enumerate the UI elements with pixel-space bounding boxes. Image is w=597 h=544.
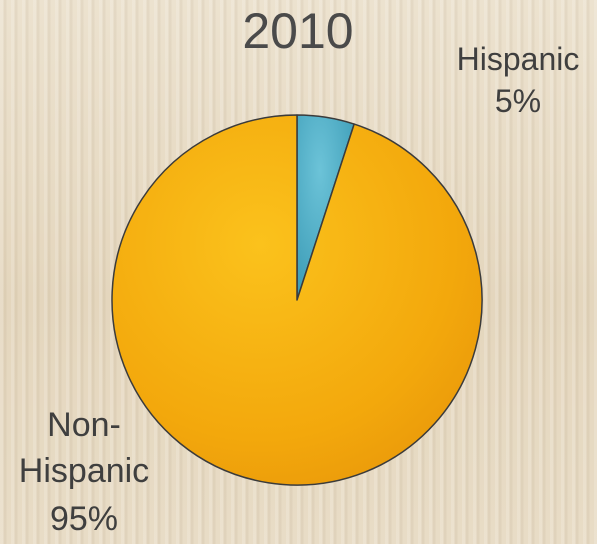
chart-title: 2010 bbox=[242, 3, 353, 59]
slice-label-non-hispanic-name-line2: Hispanic bbox=[19, 452, 149, 490]
slice-label-hispanic: Hispanic 5% bbox=[457, 41, 580, 119]
slice-label-non-hispanic-name-line1: Non- bbox=[47, 406, 121, 444]
pie-slices bbox=[111, 114, 483, 486]
pie-slice-non-hispanic bbox=[111, 114, 483, 486]
slice-label-non-hispanic: Non- Hispanic 95% bbox=[19, 406, 149, 538]
slice-label-hispanic-value: 5% bbox=[495, 83, 541, 119]
slice-label-non-hispanic-value: 95% bbox=[50, 500, 118, 538]
slice-label-hispanic-name: Hispanic bbox=[457, 41, 580, 77]
